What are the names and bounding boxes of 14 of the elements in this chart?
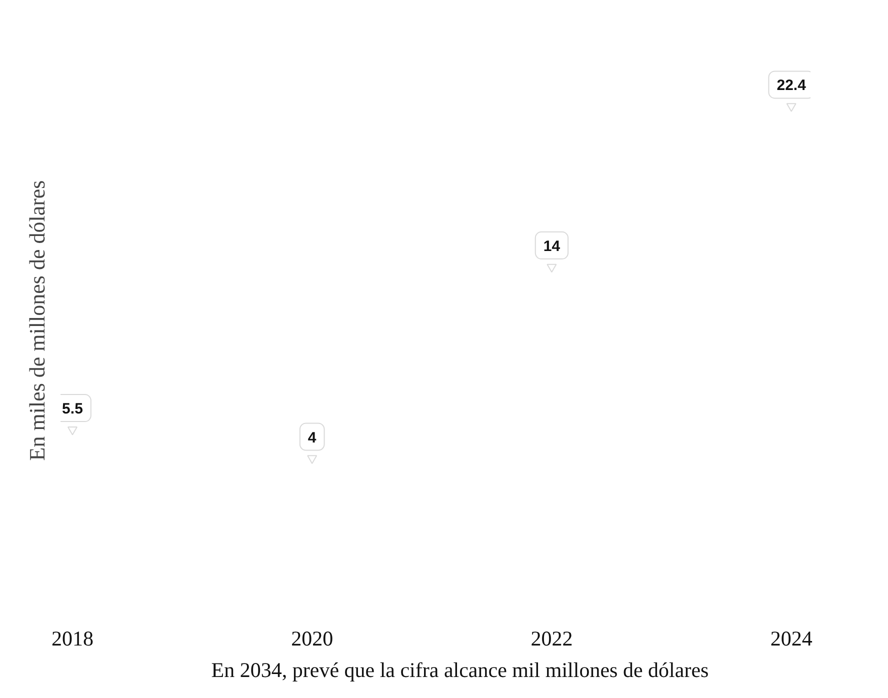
x-tick-label: 2018 [51,626,94,650]
point [546,264,557,273]
point [786,103,796,112]
data-label: 4 [308,429,317,446]
x-tick-label: 2024 [770,626,813,650]
data-label: 14 [543,238,561,255]
text: En 2034, prevé que la cifra alcance mil millones de dólares [211,657,709,684]
x-tick-label: 2020 [291,626,334,650]
point [307,455,318,464]
point [67,426,78,436]
data-label: 5.5 [62,400,83,418]
data-label: 22.4 [776,77,807,94]
y-axis-title: En miles de millones de dólares [24,180,50,461]
x-tick-label: 2022 [530,626,573,650]
